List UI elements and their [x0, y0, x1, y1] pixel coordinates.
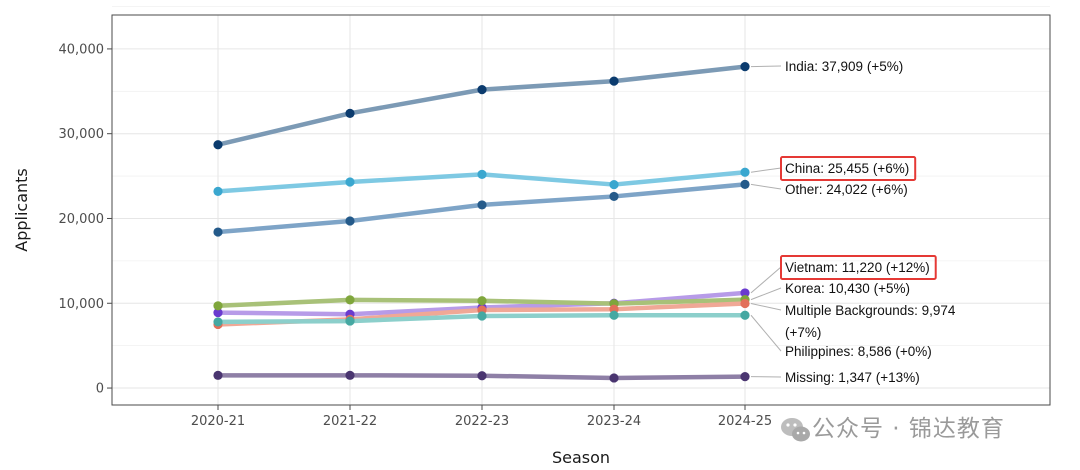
end-label-india: India: 37,909 (+5%) [785, 59, 903, 74]
data-point-india [609, 76, 619, 86]
watermark: 公众号 · 锦达教育 [781, 416, 1005, 442]
end-label-missing: Missing: 1,347 (+13%) [785, 370, 920, 385]
leader-line-india [750, 65, 782, 68]
end-labels: India: 37,909 (+5%) China: 25,455 (+6%) Ot… [780, 59, 956, 385]
data-point-missing [345, 370, 355, 380]
data-point-philippines [740, 310, 750, 320]
end-label-china: China: 25,455 (+6%) [785, 161, 909, 176]
data-point-korea [345, 295, 355, 305]
x-tick-label: 2022-23 [455, 414, 509, 429]
end-label-other: Other: 24,022 (+6%) [785, 182, 908, 197]
data-point-missing [477, 371, 487, 381]
data-point-multiple-backgrounds [740, 298, 750, 309]
y-tick-label: 40,000 [59, 42, 105, 57]
data-point-india [345, 108, 355, 118]
data-point-philippines [345, 316, 355, 326]
highlight-box-vietnam [780, 255, 937, 280]
data-point-philippines [609, 310, 619, 320]
y-axis-ticks: 0 10,000 20,000 30,000 40,000 [59, 42, 112, 397]
data-point-korea [213, 301, 223, 311]
data-point-philippines [213, 317, 223, 327]
leader-line-philippines [750, 314, 782, 352]
x-tick-label: 2020-21 [191, 414, 245, 429]
leader-line-other [750, 183, 782, 190]
x-axis-title: Season [552, 448, 610, 467]
panel-background [112, 15, 1050, 405]
label-leader-lines [750, 65, 782, 378]
data-point-missing [609, 373, 619, 383]
series-points [213, 62, 750, 383]
data-point-china [609, 179, 619, 190]
leader-line-china [750, 167, 782, 173]
data-point-vietnam [213, 307, 223, 318]
x-tick-label: 2023-24 [587, 414, 641, 429]
y-tick-label: 20,000 [59, 212, 105, 227]
highlight-box-china [780, 156, 917, 181]
x-tick-label: 2021-22 [323, 414, 377, 429]
data-point-philippines [477, 311, 487, 321]
x-axis-ticks: 2020-21 2021-22 2022-23 2023-24 2024-25 [191, 405, 772, 429]
data-point-other [609, 191, 619, 202]
y-tick-label: 10,000 [59, 297, 105, 312]
data-point-india [477, 85, 487, 95]
y-tick-label: 0 [96, 382, 104, 397]
data-point-china [345, 177, 355, 187]
y-tick-label: 30,000 [59, 127, 105, 142]
data-point-missing [213, 370, 223, 380]
end-label-multiple-backgrounds-line2: (+7%) [785, 325, 821, 340]
data-point-china [213, 186, 223, 196]
data-point-missing [740, 372, 750, 382]
data-point-india [740, 62, 750, 72]
end-label-vietnam: Vietnam: 11,220 (+12%) [785, 260, 930, 275]
leader-line-korea [750, 287, 782, 301]
data-point-other [477, 200, 487, 210]
y-axis-title: Applicants [12, 168, 31, 252]
data-point-china [740, 167, 750, 177]
end-label-korea: Korea: 10,430 (+5%) [785, 281, 910, 296]
end-label-multiple-backgrounds: Multiple Backgrounds: 9,974 [785, 303, 956, 318]
wechat-icon [781, 418, 810, 442]
panel-border [111, 14, 1051, 406]
data-point-korea [477, 296, 487, 306]
end-label-philippines: Philippines: 8,586 (+0%) [785, 344, 932, 359]
watermark-text: 公众号 · 锦达教育 [812, 416, 1005, 442]
data-point-vietnam [740, 288, 750, 298]
data-point-china [477, 169, 487, 179]
data-point-india [213, 140, 223, 150]
leader-line-multiple-backgrounds [750, 302, 782, 311]
data-point-other [740, 179, 750, 189]
data-point-other [213, 227, 223, 237]
leader-line-vietnam [750, 266, 782, 294]
data-point-other [345, 216, 355, 226]
x-tick-label: 2024-25 [718, 414, 772, 429]
